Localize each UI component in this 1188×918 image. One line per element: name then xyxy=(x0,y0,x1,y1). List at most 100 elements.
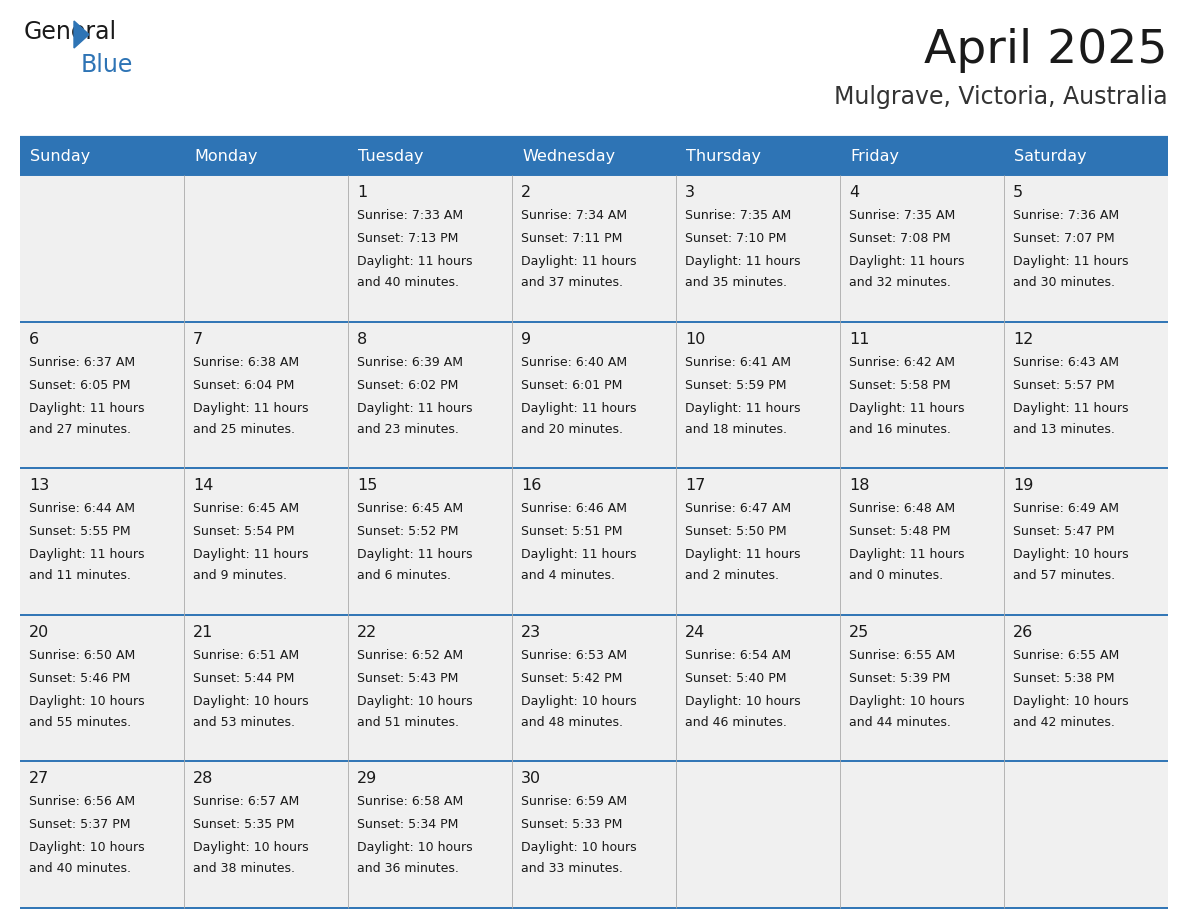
Text: Daylight: 10 hours: Daylight: 10 hours xyxy=(29,842,145,855)
Text: Daylight: 11 hours: Daylight: 11 hours xyxy=(192,401,309,415)
Text: Sunrise: 6:49 AM: Sunrise: 6:49 AM xyxy=(1013,502,1119,515)
Bar xyxy=(20,761,184,908)
Text: Daylight: 11 hours: Daylight: 11 hours xyxy=(849,255,965,268)
Text: Sunrise: 6:58 AM: Sunrise: 6:58 AM xyxy=(358,795,463,809)
Text: and 38 minutes.: and 38 minutes. xyxy=(192,862,295,876)
Text: Sunset: 5:43 PM: Sunset: 5:43 PM xyxy=(358,672,459,685)
Text: Sunrise: 6:57 AM: Sunrise: 6:57 AM xyxy=(192,795,299,809)
Text: Sunset: 5:58 PM: Sunset: 5:58 PM xyxy=(849,378,950,392)
Bar xyxy=(348,138,512,175)
Text: Sunset: 6:05 PM: Sunset: 6:05 PM xyxy=(29,378,131,392)
Text: 29: 29 xyxy=(358,771,378,787)
Bar xyxy=(20,138,184,175)
Text: Daylight: 11 hours: Daylight: 11 hours xyxy=(29,401,145,415)
Text: Sunset: 5:34 PM: Sunset: 5:34 PM xyxy=(358,819,459,832)
Text: Sunset: 5:38 PM: Sunset: 5:38 PM xyxy=(1013,672,1114,685)
Text: Sunrise: 6:46 AM: Sunrise: 6:46 AM xyxy=(522,502,627,515)
Text: Sunrise: 6:54 AM: Sunrise: 6:54 AM xyxy=(685,649,791,662)
Text: and 46 minutes.: and 46 minutes. xyxy=(685,716,786,729)
Bar xyxy=(20,468,184,615)
Bar xyxy=(512,761,676,908)
Text: 21: 21 xyxy=(192,625,214,640)
Bar xyxy=(512,321,676,468)
Bar xyxy=(840,138,1004,175)
Bar xyxy=(512,615,676,761)
Text: and 23 minutes.: and 23 minutes. xyxy=(358,422,459,436)
Text: Sunrise: 6:47 AM: Sunrise: 6:47 AM xyxy=(685,502,791,515)
Text: 16: 16 xyxy=(522,478,542,493)
Text: Sunrise: 6:39 AM: Sunrise: 6:39 AM xyxy=(358,355,463,369)
Text: 30: 30 xyxy=(522,771,541,787)
Text: and 11 minutes.: and 11 minutes. xyxy=(29,569,131,582)
Text: Daylight: 11 hours: Daylight: 11 hours xyxy=(522,548,637,561)
Bar xyxy=(1004,615,1168,761)
Bar xyxy=(840,761,1004,908)
Text: Daylight: 10 hours: Daylight: 10 hours xyxy=(358,842,473,855)
Text: 7: 7 xyxy=(192,331,203,347)
Text: and 40 minutes.: and 40 minutes. xyxy=(358,276,459,289)
Text: Daylight: 11 hours: Daylight: 11 hours xyxy=(1013,401,1129,415)
Bar xyxy=(348,468,512,615)
Text: Sunset: 5:37 PM: Sunset: 5:37 PM xyxy=(29,819,131,832)
Text: Sunrise: 6:44 AM: Sunrise: 6:44 AM xyxy=(29,502,135,515)
Text: 28: 28 xyxy=(192,771,214,787)
Text: 15: 15 xyxy=(358,478,378,493)
Bar xyxy=(840,321,1004,468)
Text: Sunrise: 7:35 AM: Sunrise: 7:35 AM xyxy=(685,209,791,222)
Text: and 27 minutes.: and 27 minutes. xyxy=(29,422,131,436)
Bar xyxy=(676,761,840,908)
Text: and 48 minutes.: and 48 minutes. xyxy=(522,716,623,729)
Text: 14: 14 xyxy=(192,478,214,493)
Text: 17: 17 xyxy=(685,478,706,493)
Text: Sunrise: 6:48 AM: Sunrise: 6:48 AM xyxy=(849,502,955,515)
Text: and 2 minutes.: and 2 minutes. xyxy=(685,569,779,582)
Text: 19: 19 xyxy=(1013,478,1034,493)
Text: and 36 minutes.: and 36 minutes. xyxy=(358,862,459,876)
Text: 9: 9 xyxy=(522,331,531,347)
Text: Sunset: 5:52 PM: Sunset: 5:52 PM xyxy=(358,525,459,538)
Text: Sunset: 7:10 PM: Sunset: 7:10 PM xyxy=(685,232,786,245)
Text: and 13 minutes.: and 13 minutes. xyxy=(1013,422,1114,436)
Text: Sunrise: 6:40 AM: Sunrise: 6:40 AM xyxy=(522,355,627,369)
Text: Saturday: Saturday xyxy=(1015,149,1087,164)
Text: and 16 minutes.: and 16 minutes. xyxy=(849,422,950,436)
Bar xyxy=(184,468,348,615)
Text: 6: 6 xyxy=(29,331,39,347)
Text: Sunset: 5:57 PM: Sunset: 5:57 PM xyxy=(1013,378,1114,392)
Text: and 30 minutes.: and 30 minutes. xyxy=(1013,276,1116,289)
Text: and 25 minutes.: and 25 minutes. xyxy=(192,422,295,436)
Polygon shape xyxy=(74,21,89,48)
Text: Sunrise: 7:33 AM: Sunrise: 7:33 AM xyxy=(358,209,463,222)
Text: 12: 12 xyxy=(1013,331,1034,347)
Text: Sunrise: 6:45 AM: Sunrise: 6:45 AM xyxy=(358,502,463,515)
Bar xyxy=(676,175,840,321)
Text: 2: 2 xyxy=(522,185,531,200)
Bar xyxy=(1004,138,1168,175)
Text: Daylight: 11 hours: Daylight: 11 hours xyxy=(358,401,473,415)
Text: Daylight: 11 hours: Daylight: 11 hours xyxy=(685,548,801,561)
Text: Sunset: 5:46 PM: Sunset: 5:46 PM xyxy=(29,672,131,685)
Text: Sunset: 5:51 PM: Sunset: 5:51 PM xyxy=(522,525,623,538)
Text: Daylight: 11 hours: Daylight: 11 hours xyxy=(358,255,473,268)
Text: Daylight: 10 hours: Daylight: 10 hours xyxy=(29,695,145,708)
Text: Sunrise: 6:56 AM: Sunrise: 6:56 AM xyxy=(29,795,135,809)
Text: and 20 minutes.: and 20 minutes. xyxy=(522,422,623,436)
Bar xyxy=(676,615,840,761)
Text: and 53 minutes.: and 53 minutes. xyxy=(192,716,295,729)
Text: Sunset: 5:47 PM: Sunset: 5:47 PM xyxy=(1013,525,1114,538)
Text: and 51 minutes.: and 51 minutes. xyxy=(358,716,459,729)
Text: Sunset: 6:02 PM: Sunset: 6:02 PM xyxy=(358,378,459,392)
Text: Sunrise: 6:55 AM: Sunrise: 6:55 AM xyxy=(849,649,955,662)
Text: Daylight: 10 hours: Daylight: 10 hours xyxy=(1013,695,1129,708)
Bar xyxy=(184,321,348,468)
Text: and 57 minutes.: and 57 minutes. xyxy=(1013,569,1116,582)
Text: and 18 minutes.: and 18 minutes. xyxy=(685,422,786,436)
Text: Sunset: 5:48 PM: Sunset: 5:48 PM xyxy=(849,525,950,538)
Bar xyxy=(1004,468,1168,615)
Bar xyxy=(676,468,840,615)
Text: 8: 8 xyxy=(358,331,367,347)
Text: Daylight: 10 hours: Daylight: 10 hours xyxy=(849,695,965,708)
Text: and 42 minutes.: and 42 minutes. xyxy=(1013,716,1114,729)
Text: Sunset: 5:35 PM: Sunset: 5:35 PM xyxy=(192,819,295,832)
Text: 25: 25 xyxy=(849,625,870,640)
